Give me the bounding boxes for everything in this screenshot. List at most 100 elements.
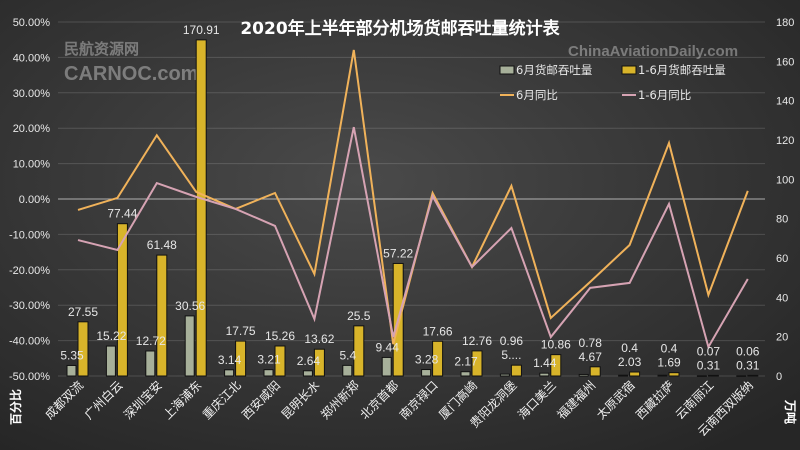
- right-tick-label: 140: [776, 96, 794, 108]
- data-label-h1-volume: 5....: [501, 348, 521, 362]
- data-label-h1-volume: 0.31: [697, 358, 721, 372]
- legend-label-june-yoy: 6月同比: [516, 88, 558, 102]
- bar-june-volume: [618, 374, 629, 377]
- bar-h1-volume: [471, 350, 483, 377]
- bar-june-volume: [105, 345, 116, 377]
- data-label-h1-volume: 17.66: [423, 324, 453, 338]
- data-label-june-volume: 2.17: [454, 355, 478, 369]
- bar-h1-volume: [510, 364, 522, 377]
- bar-h1-volume: [156, 254, 168, 377]
- lines: [77, 49, 749, 350]
- chart-title: 2020年上半年部分机场货邮吞吐量统计表: [240, 18, 560, 39]
- bar-h1-volume: [589, 366, 601, 377]
- gridlines: [58, 21, 765, 377]
- bar-june-volume: [145, 350, 156, 377]
- bar-h1-volume: [668, 372, 680, 377]
- watermark-carnoc: CARNOC.com: [64, 63, 198, 85]
- bar-h1-volume: [274, 345, 286, 377]
- data-label-h1-volume: 77.44: [107, 207, 137, 221]
- left-tick-label: 50.00%: [13, 17, 51, 29]
- data-label-h1-volume: 25.5: [347, 309, 371, 323]
- data-label-june-volume: 30.56: [175, 299, 205, 313]
- watermark: 民航资源网 CARNOC.com ChinaAviationDaily.com: [64, 40, 738, 85]
- bar-june-volume: [381, 356, 392, 377]
- data-label-h1-volume: 4.67: [579, 350, 603, 364]
- bar-june-volume: [184, 315, 195, 377]
- right-tick-label: 40: [776, 292, 788, 304]
- data-labels: 5.35 27.55 15.22 77.44 12.72 61.48 30.56 170.91…: [60, 23, 759, 373]
- bar-june-volume: [736, 375, 747, 377]
- right-tick-label: 0: [776, 371, 782, 383]
- watermark-cn: 民航资源网: [64, 40, 139, 58]
- bar-june-volume: [696, 375, 707, 377]
- right-tick-label: 180: [776, 17, 794, 29]
- left-tick-label: -10.00%: [9, 229, 50, 241]
- bars: [66, 39, 759, 377]
- data-label-june-volume: 0.06: [736, 344, 760, 358]
- data-label-h1-volume: 10.86: [541, 338, 571, 352]
- data-label-h1-volume: 12.76: [462, 334, 492, 348]
- data-label-h1-volume: 15.26: [265, 329, 295, 343]
- data-label-june-volume: 0.07: [697, 344, 721, 358]
- data-label-june-volume: 3.14: [218, 353, 242, 367]
- data-label-june-volume: 0.96: [500, 334, 524, 348]
- bar-june-volume: [499, 373, 510, 377]
- left-tick-label: -30.00%: [9, 300, 50, 312]
- left-tick-label: 0.00%: [19, 194, 50, 206]
- bar-h1-volume: [707, 374, 719, 377]
- bar-h1-volume: [195, 39, 207, 377]
- right-axis-title: 万吨: [783, 399, 798, 424]
- data-label-june-volume: 5.35: [60, 348, 84, 362]
- bar-june-volume: [421, 369, 432, 377]
- data-label-h1-volume: 2.03: [618, 355, 642, 369]
- bar-h1-volume: [77, 321, 89, 377]
- left-tick-label: -50.00%: [9, 371, 50, 383]
- data-label-h1-volume: 57.22: [383, 246, 413, 260]
- data-label-june-volume: 15.22: [96, 329, 126, 343]
- bar-june-volume: [578, 373, 589, 377]
- data-label-h1-volume: 17.75: [226, 324, 256, 338]
- data-label-june-volume: 0.78: [579, 336, 603, 350]
- legend-label-june-volume: 6月货邮吞吐量: [516, 63, 592, 77]
- data-label-h1-volume: 61.48: [147, 238, 177, 252]
- watermark-chinaaviationdaily: ChinaAviationDaily.com: [568, 43, 738, 60]
- data-label-june-volume: 3.28: [415, 353, 439, 367]
- bar-june-volume: [460, 371, 471, 377]
- data-label-h1-volume: 1.69: [657, 356, 681, 370]
- left-tick-label: 40.00%: [13, 52, 51, 64]
- legend: 6月货邮吞吐量 1-6月货邮吞吐量 6月同比 1-6月同比: [499, 63, 726, 102]
- left-tick-label: 30.00%: [13, 88, 51, 100]
- legend-label-h1-yoy: 1-6月同比: [638, 88, 691, 102]
- right-tick-label: 160: [776, 56, 794, 68]
- bar-h1-volume: [629, 371, 641, 377]
- data-label-june-volume: 0.4: [661, 342, 678, 356]
- right-tick-label: 80: [776, 214, 788, 226]
- bar-h1-volume: [353, 325, 365, 377]
- line-h1-yoy: [77, 126, 749, 350]
- data-label-h1-volume: 170.91: [183, 23, 220, 37]
- bar-h1-volume: [432, 340, 444, 377]
- bar-h1-volume: [116, 223, 128, 377]
- bar-june-volume: [224, 369, 235, 377]
- data-label-june-volume: 5.4: [339, 348, 356, 362]
- data-label-h1-volume: 13.62: [304, 332, 334, 346]
- data-label-h1-volume: 0.31: [736, 358, 760, 372]
- bar-h1-volume: [235, 340, 247, 377]
- legend-swatch-h1-volume: [621, 65, 637, 75]
- bar-h1-volume: [747, 374, 759, 377]
- right-tick-label: 120: [776, 135, 794, 147]
- data-label-june-volume: 0.4: [621, 341, 638, 355]
- bar-june-volume: [66, 364, 77, 377]
- left-tick-label: -40.00%: [9, 336, 50, 348]
- bar-june-volume: [263, 369, 274, 377]
- data-label-june-volume: 9.44: [376, 340, 400, 354]
- left-tick-label: 20.00%: [13, 123, 51, 135]
- bar-june-volume: [657, 374, 668, 377]
- left-axis-title: 百分比: [8, 389, 23, 425]
- right-tick-label: 60: [776, 253, 788, 265]
- bar-h1-volume: [313, 348, 325, 377]
- left-tick-label: -20.00%: [9, 265, 50, 277]
- data-label-june-volume: 12.72: [136, 334, 166, 348]
- right-tick-label: 20: [776, 332, 788, 344]
- data-label-june-volume: 3.21: [257, 353, 281, 367]
